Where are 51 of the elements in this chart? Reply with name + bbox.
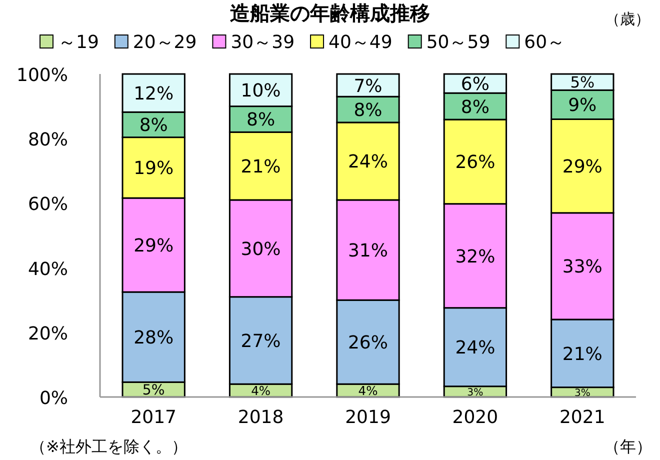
data-label: 24% [455,338,496,359]
data-label: 8% [139,115,168,136]
data-label: 9% [568,95,597,116]
data-label: 8% [460,96,490,118]
data-label: 29% [562,156,602,178]
legend-label: 40～49 [328,32,392,53]
data-label: 12% [134,84,174,105]
legend-title: （歳） [605,10,650,28]
data-label: 21% [240,156,281,178]
legend-label: 30～39 [230,32,295,53]
x-tick-label: 2018 [238,407,284,428]
legend-label: 20～29 [132,32,197,53]
legend-label: 50～59 [426,32,490,53]
data-label: 33% [562,256,602,278]
data-label: 32% [455,246,496,268]
y-tick-label: 100% [16,65,68,86]
data-label: 24% [348,152,388,173]
chart-title: 造船業の年齢構成推移 [230,1,430,25]
data-label: 5% [570,74,595,92]
y-tick-label: 40% [28,258,68,280]
data-label: 3% [574,388,590,399]
data-label: 30% [240,238,281,260]
y-tick-label: 60% [28,194,68,216]
data-label: 21% [562,344,602,365]
x-tick-label: 2020 [452,407,498,428]
data-label: 8% [354,100,382,122]
data-label: 8% [246,110,276,131]
legend-label: 60～ [524,32,566,53]
x-axis-title: （年） [604,437,652,456]
x-tick-label: 2017 [130,407,177,428]
data-label: 7% [354,76,382,97]
data-label: 27% [240,330,281,352]
y-tick-label: 80% [28,130,68,151]
data-label: 29% [134,236,174,257]
data-label: 10% [240,80,281,102]
data-label: 26% [455,152,496,174]
data-label: 26% [348,332,388,354]
data-label: 4% [251,384,271,398]
data-label: 3% [467,387,484,398]
data-label: 19% [134,158,174,180]
data-label: 31% [348,240,388,262]
x-tick-label: 2021 [559,407,606,428]
text: （※社外工を除く。） [30,437,188,456]
y-tick-label: 0% [39,388,68,409]
data-label: 4% [358,384,378,398]
legend-label: ～19 [58,32,99,53]
data-label: 5% [142,382,165,399]
x-tick-label: 2019 [345,407,391,428]
data-label: 28% [134,328,174,349]
y-tick-label: 20% [28,323,68,344]
data-label: 6% [460,74,490,96]
